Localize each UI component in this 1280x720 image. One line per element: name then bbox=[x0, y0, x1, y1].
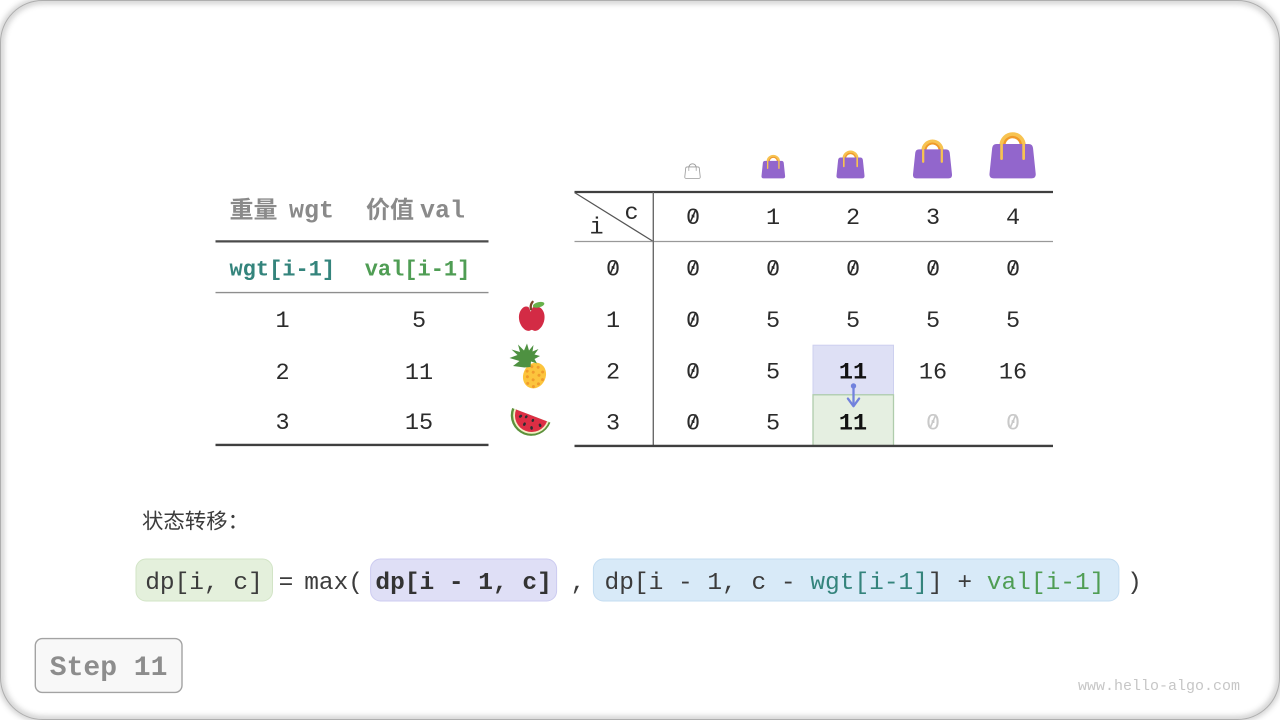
svg-text:16: 16 bbox=[919, 360, 947, 387]
svg-text:wgt: wgt bbox=[289, 197, 334, 226]
svg-text:2: 2 bbox=[275, 360, 289, 387]
svg-text:5: 5 bbox=[926, 308, 940, 335]
svg-text:wgt[i-1]: wgt[i-1] bbox=[229, 258, 335, 283]
svg-text:3: 3 bbox=[926, 205, 940, 232]
svg-text:11: 11 bbox=[839, 360, 867, 387]
svg-text:val: val bbox=[420, 197, 465, 226]
svg-text:3: 3 bbox=[606, 410, 620, 437]
svg-text:dp[i - 1, c]: dp[i - 1, c] bbox=[375, 570, 551, 597]
svg-text:0: 0 bbox=[926, 410, 940, 437]
svg-text:0: 0 bbox=[686, 205, 700, 232]
svg-text:,: , bbox=[571, 570, 586, 597]
svg-text:i: i bbox=[589, 215, 603, 242]
svg-text:www.hello-algo.com: www.hello-algo.com bbox=[1078, 678, 1240, 695]
svg-text:1: 1 bbox=[766, 205, 780, 232]
svg-text:0: 0 bbox=[606, 257, 620, 284]
svg-text:0: 0 bbox=[766, 257, 780, 284]
svg-text:5: 5 bbox=[1006, 308, 1020, 335]
svg-text:16: 16 bbox=[999, 360, 1027, 387]
svg-text:max(: max( bbox=[304, 570, 363, 597]
svg-text:0: 0 bbox=[1006, 257, 1020, 284]
svg-text:11: 11 bbox=[839, 410, 867, 437]
svg-text:0: 0 bbox=[686, 360, 700, 387]
svg-text:): ) bbox=[1127, 570, 1142, 597]
svg-text:3: 3 bbox=[275, 410, 289, 437]
svg-text:0: 0 bbox=[846, 257, 860, 284]
svg-text:0: 0 bbox=[926, 257, 940, 284]
svg-text:Step 11: Step 11 bbox=[50, 653, 168, 684]
svg-text:11: 11 bbox=[405, 360, 433, 387]
svg-text:c: c bbox=[624, 200, 638, 227]
svg-text:5: 5 bbox=[412, 308, 426, 335]
svg-text:5: 5 bbox=[766, 360, 780, 387]
svg-text:4: 4 bbox=[1006, 205, 1020, 232]
svg-text:2: 2 bbox=[606, 360, 620, 387]
svg-text:2: 2 bbox=[846, 205, 860, 232]
svg-text:0: 0 bbox=[1006, 410, 1020, 437]
svg-text:5: 5 bbox=[846, 308, 860, 335]
svg-text:1: 1 bbox=[275, 308, 289, 335]
svg-text:5: 5 bbox=[766, 308, 780, 335]
svg-text:=: = bbox=[279, 570, 294, 597]
svg-text:15: 15 bbox=[405, 410, 433, 437]
svg-text:val[i-1]: val[i-1] bbox=[365, 258, 471, 283]
svg-text:1: 1 bbox=[606, 308, 620, 335]
svg-text:dp[i - 1, c - wgt[i-1]] + val[: dp[i - 1, c - wgt[i-1]] + val[i-1] bbox=[605, 570, 1105, 597]
svg-text:0: 0 bbox=[686, 410, 700, 437]
svg-text:0: 0 bbox=[686, 308, 700, 335]
svg-text:0: 0 bbox=[686, 257, 700, 284]
svg-text:5: 5 bbox=[766, 410, 780, 437]
svg-text:dp[i, c]: dp[i, c] bbox=[145, 570, 263, 597]
